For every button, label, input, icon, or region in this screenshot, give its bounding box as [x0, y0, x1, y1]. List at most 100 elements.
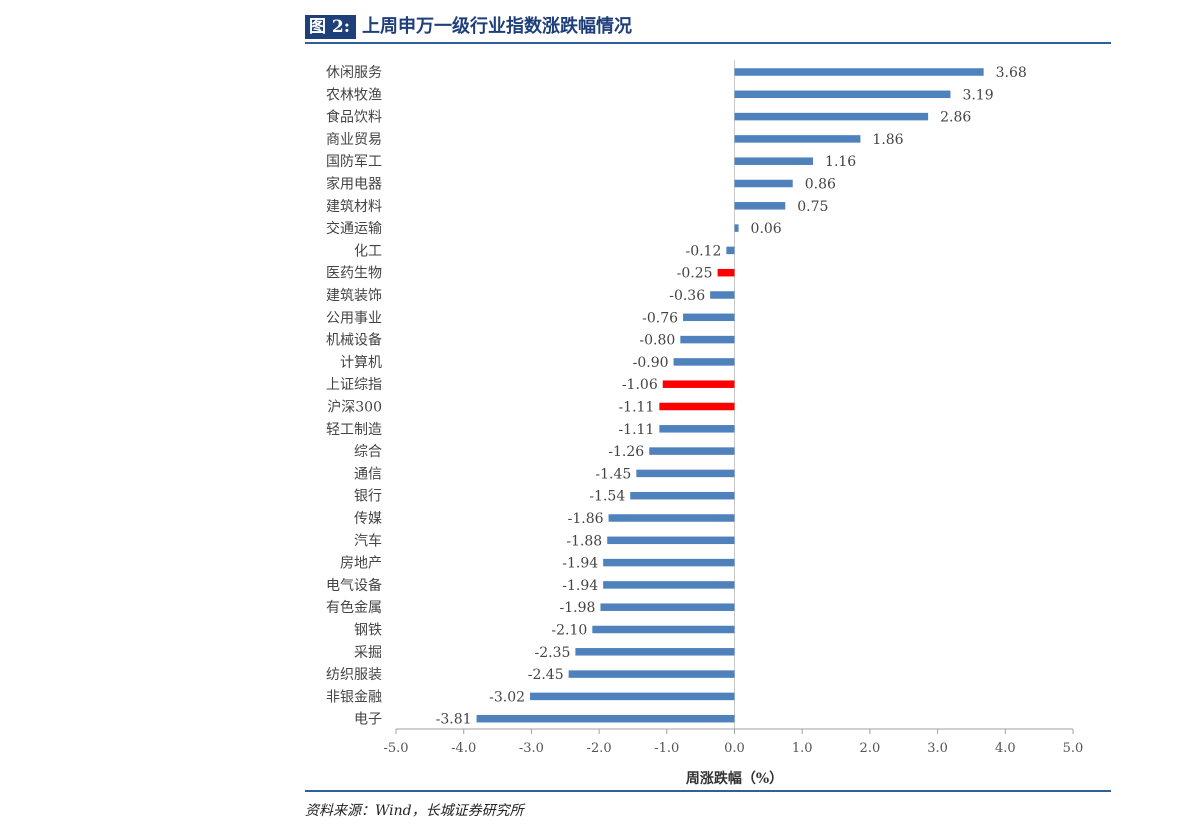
bar-家用电器 — [734, 179, 793, 188]
value-label: -1.26 — [608, 444, 644, 460]
bar-轻工制造 — [659, 425, 735, 433]
category-label: 通信 — [354, 466, 382, 482]
value-label: -1.94 — [562, 578, 598, 594]
value-label: -0.90 — [633, 355, 669, 371]
bar-钢铁 — [592, 625, 735, 634]
category-label: 轻工制造 — [326, 422, 382, 438]
value-label: -3.81 — [436, 712, 472, 728]
value-label: 2.86 — [940, 110, 971, 126]
x-tick-label: 2.0 — [860, 741, 881, 756]
category-label: 商业贸易 — [326, 132, 382, 148]
value-label: 3.19 — [962, 87, 993, 103]
category-label: 银行 — [354, 489, 382, 505]
x-tick-label: 4.0 — [995, 741, 1016, 756]
x-axis-title: 周涨跌幅（%） — [686, 770, 783, 787]
value-label: -0.12 — [685, 243, 721, 259]
x-tick-label: 3.0 — [927, 741, 948, 756]
bar-农林牧渔 — [734, 90, 951, 99]
bar-上证综指 — [662, 380, 735, 388]
value-label: -2.10 — [551, 623, 587, 639]
bar-纺织服装 — [568, 670, 735, 678]
value-label: -1.54 — [589, 489, 625, 505]
value-label: 0.75 — [797, 199, 828, 215]
x-tick-label: -2.0 — [587, 741, 612, 756]
category-label: 医药生物 — [326, 266, 382, 282]
bar-国防军工 — [734, 157, 814, 165]
bar-食品饮料 — [734, 112, 929, 121]
bar-传媒 — [608, 514, 735, 522]
category-label: 房地产 — [340, 556, 382, 572]
category-label: 交通运输 — [326, 220, 382, 237]
category-label: 农林牧渔 — [326, 87, 382, 103]
bar-机械设备 — [680, 335, 735, 344]
category-label: 钢铁 — [354, 623, 382, 639]
bar-建筑材料 — [734, 202, 786, 210]
value-label: -0.76 — [642, 310, 678, 326]
bar-银行 — [630, 491, 735, 500]
bar-商业贸易 — [734, 135, 861, 143]
value-label: -0.80 — [639, 333, 675, 349]
category-label: 建筑装饰 — [326, 288, 382, 304]
bar-综合 — [649, 447, 735, 455]
category-label: 纺织服装 — [326, 667, 382, 683]
category-label: 综合 — [354, 444, 382, 460]
bar-非银金融 — [530, 692, 735, 701]
x-tick-label: -1.0 — [654, 741, 679, 756]
x-tick-label: -3.0 — [519, 741, 544, 756]
category-label: 电气设备 — [326, 577, 382, 594]
source-note: 资料来源：Wind，长城证券研究所 — [305, 803, 524, 819]
bar-有色金属 — [600, 603, 735, 611]
category-label: 公用事业 — [326, 310, 382, 326]
value-label: -1.94 — [562, 556, 598, 572]
x-tick-label: 1.0 — [792, 741, 813, 756]
category-label: 沪深300 — [327, 400, 382, 416]
x-tick-label: -5.0 — [383, 741, 408, 756]
bar-计算机 — [673, 358, 735, 366]
x-tick-label: 0.0 — [724, 741, 745, 756]
bar-沪深300 — [659, 402, 735, 411]
category-label: 休闲服务 — [326, 65, 382, 81]
value-label: 1.86 — [872, 132, 903, 148]
value-label: -2.35 — [534, 645, 570, 661]
category-label: 有色金属 — [326, 599, 382, 616]
category-label: 机械设备 — [326, 332, 382, 349]
value-label: -1.11 — [618, 422, 654, 438]
category-label: 传媒 — [354, 511, 382, 527]
category-label: 食品饮料 — [326, 109, 382, 126]
value-label: -1.86 — [568, 511, 604, 527]
bar-汽车 — [607, 536, 735, 545]
value-label: -1.88 — [566, 533, 602, 549]
bar-采掘 — [575, 648, 735, 656]
bar-休闲服务 — [734, 68, 984, 76]
category-label: 非银金融 — [326, 689, 382, 705]
category-label: 采掘 — [354, 645, 382, 661]
value-label: 1.16 — [825, 154, 856, 170]
figure-title: 上周申万一级行业指数涨跌幅情况 — [362, 16, 633, 37]
bar-交通运输 — [734, 224, 739, 232]
bar-通信 — [636, 469, 735, 478]
bar-电气设备 — [603, 581, 735, 589]
top-rule — [305, 42, 1111, 44]
value-label: -1.06 — [622, 377, 658, 393]
category-label: 家用电器 — [326, 176, 382, 193]
value-label: -0.25 — [677, 266, 713, 282]
value-label: -1.98 — [560, 600, 596, 616]
value-label: -0.36 — [669, 288, 705, 304]
bar-医药生物 — [717, 268, 735, 277]
bottom-rule — [305, 790, 1111, 792]
bar-化工 — [726, 246, 735, 255]
category-label: 建筑材料 — [326, 199, 382, 215]
category-label: 上证综指 — [326, 377, 382, 393]
category-label: 电子 — [354, 712, 382, 728]
category-label: 化工 — [354, 243, 382, 259]
bar-公用事业 — [683, 313, 735, 322]
value-label: 0.86 — [805, 177, 836, 193]
bar-电子 — [476, 714, 735, 723]
value-label: 0.06 — [751, 221, 782, 237]
x-tick-label: 5.0 — [1063, 741, 1084, 756]
figure-header: 图 2: 上周申万一级行业指数涨跌幅情况 — [305, 14, 632, 40]
value-label: -3.02 — [489, 689, 525, 705]
x-tick-label: -4.0 — [451, 741, 476, 756]
category-label: 计算机 — [340, 355, 382, 371]
